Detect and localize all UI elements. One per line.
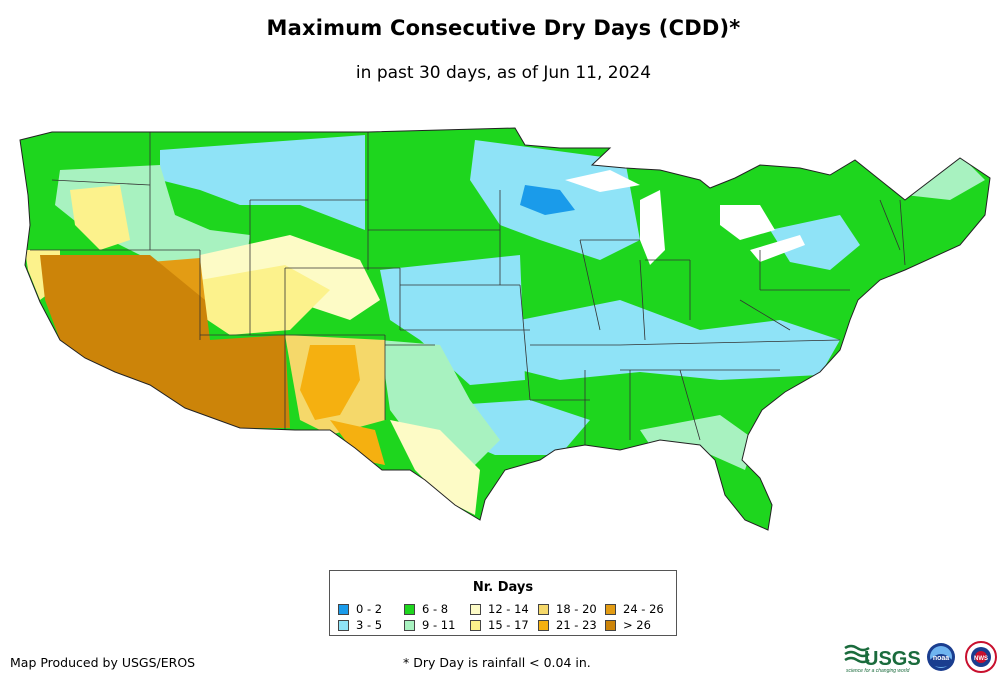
noaa-logo: noaa (927, 643, 955, 671)
region-ohio-valley-3-5 (520, 300, 840, 380)
legend-label: 24 - 26 (623, 602, 664, 616)
legend-item: 18 - 20 (538, 602, 597, 616)
legend-swatch (605, 619, 616, 631)
dry-day-footnote: * Dry Day is rainfall < 0.04 in. (403, 655, 591, 670)
legend-label: 3 - 5 (356, 618, 383, 632)
cdd-map (19, 127, 991, 531)
legend-swatch (538, 619, 549, 631)
nws-logo-text: NWS (974, 656, 988, 662)
region-oregon-15-17 (70, 185, 130, 250)
lake-michigan (640, 190, 665, 265)
legend: Nr. Days 0 - 2 3 - 5 6 - 8 9 - 11 12 - 1… (329, 570, 677, 636)
region-new-mexico-21-23 (300, 345, 360, 420)
lake-huron (720, 205, 775, 240)
region-texas-9-11 (380, 340, 500, 470)
legend-label: 15 - 17 (488, 618, 529, 632)
legend-item: 21 - 23 (538, 618, 597, 632)
legend-swatch (470, 603, 481, 615)
legend-label: 9 - 11 (422, 618, 456, 632)
legend-label: 6 - 8 (422, 602, 449, 616)
legend-label: 21 - 23 (556, 618, 597, 632)
agency-logos: USGS science for a changing world noaa N… (844, 641, 997, 674)
legend-swatch (338, 619, 349, 631)
legend-item: 3 - 5 (338, 618, 382, 632)
nws-logo: NWS (965, 641, 997, 673)
usgs-logo: USGS science for a changing world (844, 644, 921, 674)
region-southeast-9-11 (640, 415, 755, 470)
lake-superior (565, 170, 640, 192)
region-southwest-over-26 (40, 255, 290, 428)
map-title: Maximum Consecutive Dry Days (CDD)* (266, 16, 741, 40)
state-boundaries (30, 132, 906, 445)
region-great-lakes-3-5 (770, 215, 860, 270)
legend-item: 12 - 14 (470, 602, 529, 616)
region-minnesota-0-2 (520, 185, 575, 215)
noaa-logo-text: noaa (933, 655, 949, 662)
legend-item: 0 - 2 (338, 602, 382, 616)
legend-item: 6 - 8 (404, 602, 448, 616)
legend-swatch (404, 603, 415, 615)
region-northern-rockies-3-5 (160, 135, 365, 230)
legend-swatch (538, 603, 549, 615)
usgs-logo-text: USGS (864, 648, 921, 670)
region-utah-15-17 (200, 265, 330, 335)
legend-label: 12 - 14 (488, 602, 529, 616)
legend-swatch (470, 619, 481, 631)
usgs-tagline: science for a changing world (846, 668, 910, 674)
legend-title: Nr. Days (472, 580, 534, 595)
legend-label: 0 - 2 (356, 602, 383, 616)
legend-item: > 26 (605, 618, 651, 632)
region-plains-3-5 (380, 255, 525, 385)
lake-erie (750, 235, 805, 262)
map-credit: Map Produced by USGS/EROS (10, 655, 196, 670)
legend-item: 15 - 17 (470, 618, 529, 632)
map-subtitle: in past 30 days, as of Jun 11, 2024 (355, 63, 652, 83)
legend-label: 18 - 20 (556, 602, 597, 616)
legend-swatch (404, 619, 415, 631)
legend-label: > 26 (623, 618, 651, 632)
legend-swatch (338, 603, 349, 615)
legend-item: 9 - 11 (404, 618, 455, 632)
legend-swatch (605, 603, 616, 615)
legend-item: 24 - 26 (605, 602, 664, 616)
region-big-bend-21-23 (330, 420, 385, 465)
region-south-texas-12-14 (390, 420, 480, 515)
